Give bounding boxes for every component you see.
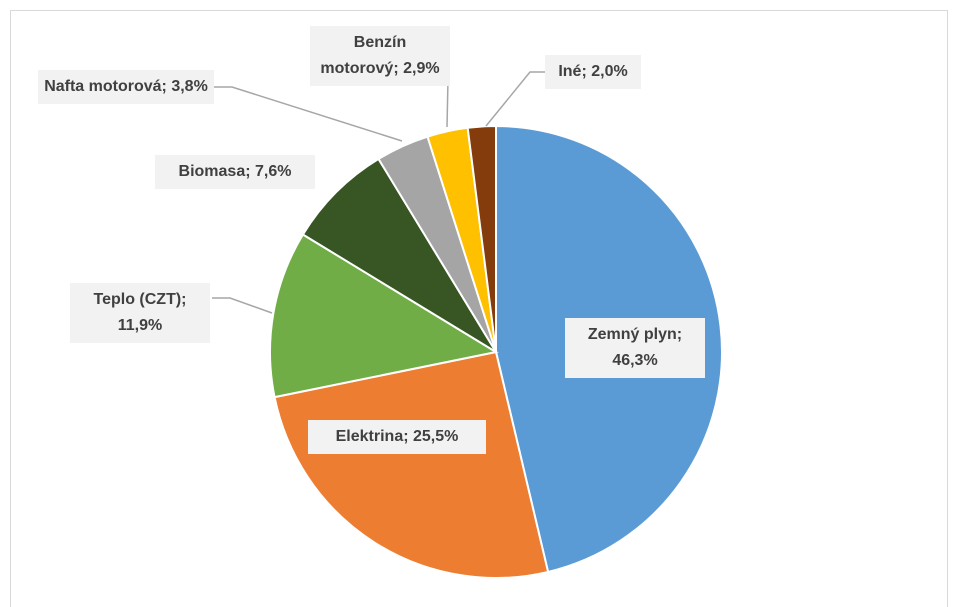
label-separator: ; [676, 326, 683, 343]
leader-line [212, 297, 273, 314]
leader-line [485, 71, 545, 127]
label-value: 46,3% [612, 352, 658, 369]
label-value: 2,0% [591, 63, 628, 80]
label-category: Iné [558, 63, 582, 80]
label-separator: ; [403, 428, 409, 445]
data-label: Iné; 2,0% [545, 55, 641, 89]
data-label: Biomasa; 7,6% [155, 155, 315, 189]
leader-line [446, 78, 449, 128]
label-value: 2,9% [403, 60, 440, 77]
label-separator: ; [161, 78, 167, 95]
label-category: Elektrina [335, 428, 404, 445]
pie-slice [273, 350, 550, 579]
label-value: 11,9% [117, 317, 163, 334]
data-label: Zemný plyn; 46,3% [565, 318, 705, 378]
label-value: 7,6% [255, 163, 292, 180]
chart-border [10, 10, 948, 607]
pie-slice [269, 233, 499, 399]
label-category: Zemný plyn [587, 326, 677, 343]
pie-slice [301, 157, 497, 353]
data-label: Benzín motorový; 2,9% [310, 26, 450, 86]
label-category: Nafta motorová [44, 78, 162, 95]
label-separator: ; [181, 291, 187, 308]
label-category: Benzín motorový [320, 34, 407, 77]
label-category: Biomasa [178, 163, 246, 180]
label-separator: ; [245, 163, 251, 180]
data-label: Nafta motorová; 3,8% [38, 70, 214, 104]
pie-slice [466, 124, 497, 353]
label-separator: ; [581, 63, 587, 80]
label-category: Teplo (CZT) [93, 291, 182, 308]
data-label: Elektrina; 25,5% [308, 420, 486, 454]
label-separator: ; [393, 60, 399, 77]
label-value: 25,5% [413, 428, 459, 445]
data-label: Teplo (CZT); 11,9% [70, 283, 210, 343]
leader-line [214, 86, 403, 142]
label-value: 3,8% [171, 78, 208, 95]
